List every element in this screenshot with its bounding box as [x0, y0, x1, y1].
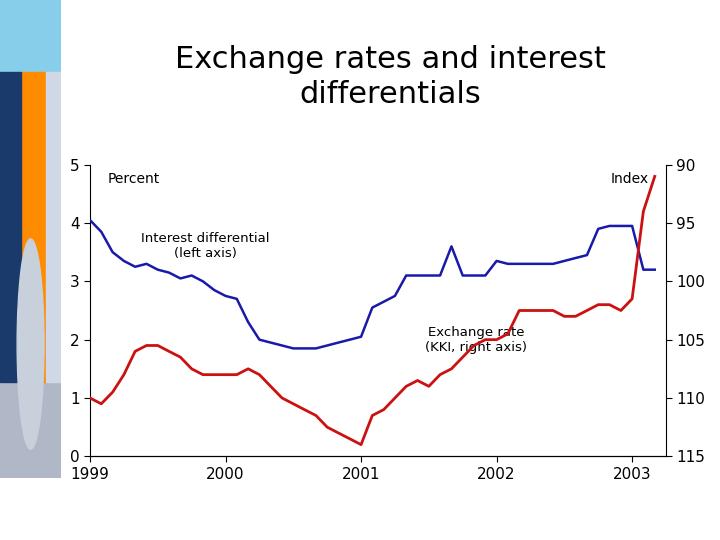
Text: Interest differential
(left axis): Interest differential (left axis) — [141, 232, 269, 260]
Text: Percent: Percent — [107, 172, 160, 186]
Bar — [22, 72, 46, 382]
Bar — [0, 72, 22, 382]
Bar — [46, 72, 61, 382]
Text: SOUTH-WESTERN
CENGAGE Learning: SOUTH-WESTERN CENGAGE Learning — [20, 495, 109, 516]
Text: Exchange rates and interest
differentials: Exchange rates and interest differential… — [175, 45, 606, 109]
Text: Cost and Management Accounting: An introduction, 7th edition
Colin Drury
ISBN 97: Cost and Management Accounting: An intro… — [202, 485, 518, 526]
Circle shape — [17, 239, 44, 449]
Bar — [0, 0, 61, 215]
Text: Exchange rate
(KKI, right axis): Exchange rate (KKI, right axis) — [425, 326, 527, 354]
Text: Index: Index — [611, 172, 649, 186]
Bar — [0, 382, 61, 478]
